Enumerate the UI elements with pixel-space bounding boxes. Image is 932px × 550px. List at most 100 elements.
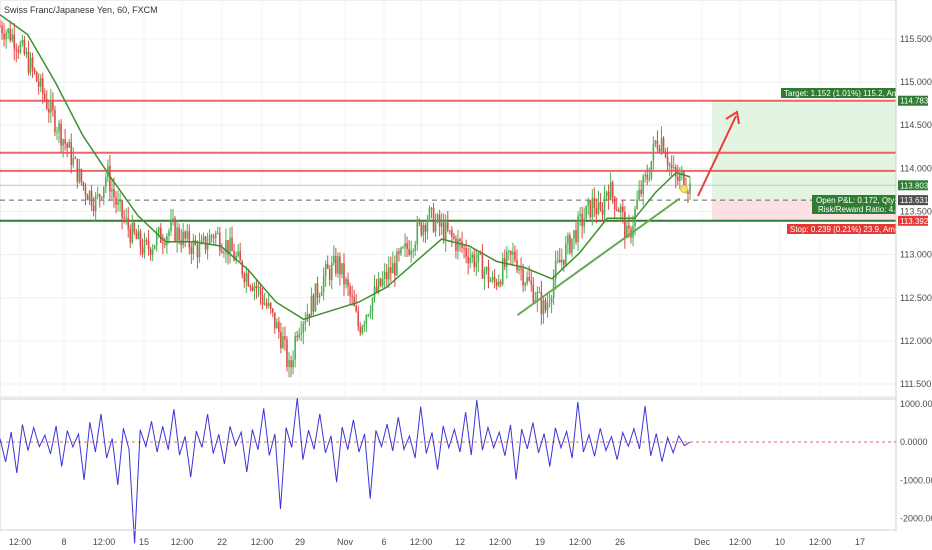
time-tick-label: 17 xyxy=(855,537,865,547)
candle-body xyxy=(125,218,127,219)
candle-body xyxy=(81,169,83,182)
time-tick-label: 10 xyxy=(775,537,785,547)
candle-body xyxy=(545,300,547,310)
candle-body xyxy=(111,189,113,191)
candle-body xyxy=(378,278,380,291)
candle-body xyxy=(457,239,459,251)
candle-body xyxy=(524,283,526,285)
candle-body xyxy=(581,214,583,227)
candle-body xyxy=(359,327,361,334)
candle-body xyxy=(406,243,408,249)
candle-body xyxy=(606,192,608,196)
oscillator-tick-label: -1000.0000 xyxy=(900,475,932,485)
candle-body xyxy=(449,230,451,231)
time-tick-label: 8 xyxy=(61,537,66,547)
price-tick-label: 112.000 xyxy=(900,336,932,346)
candle-body xyxy=(557,260,559,261)
candle-body xyxy=(296,336,298,337)
candle-body xyxy=(252,287,254,290)
candle-body xyxy=(532,284,534,302)
candle-body xyxy=(207,245,209,250)
candle-body xyxy=(349,286,351,295)
candle-body xyxy=(203,237,205,240)
candle-body xyxy=(486,267,488,271)
candle-body xyxy=(140,231,142,247)
candle-body xyxy=(18,50,20,52)
candle-body xyxy=(585,206,587,219)
candle-body xyxy=(268,303,270,306)
candle-body xyxy=(604,196,606,215)
candle-body xyxy=(478,253,480,262)
candle-body xyxy=(431,208,433,209)
candle-body xyxy=(87,195,89,200)
candle-body xyxy=(465,248,467,257)
candle-body xyxy=(530,281,532,285)
candle-body xyxy=(343,263,345,284)
candle-body xyxy=(370,312,372,314)
candle-body xyxy=(154,245,156,249)
price-tick-label: 114.500 xyxy=(900,120,932,130)
candle-body xyxy=(543,300,545,314)
time-tick-label: 19 xyxy=(535,537,545,547)
candle-body xyxy=(612,182,614,196)
candle-body xyxy=(661,138,663,151)
candle-body xyxy=(256,286,258,288)
candle-body xyxy=(598,202,600,214)
candle-body xyxy=(596,208,598,214)
candle-body xyxy=(374,287,376,298)
candle-body xyxy=(671,164,673,167)
candle-body xyxy=(20,44,22,52)
candle-body xyxy=(282,336,284,348)
candle-body xyxy=(217,233,219,234)
candle-body xyxy=(150,249,152,255)
oscillator-tick-label: 1000.0000 xyxy=(900,399,932,409)
candle-body xyxy=(561,260,563,263)
candle-body xyxy=(669,164,671,165)
candle-body xyxy=(653,144,655,161)
candle-body xyxy=(335,256,337,273)
candle-body xyxy=(272,309,274,313)
candle-body xyxy=(188,231,190,247)
candle-body xyxy=(54,110,56,132)
candle-body xyxy=(345,279,347,284)
candle-body xyxy=(117,202,119,205)
time-tick-label: 12:00 xyxy=(729,537,752,547)
candle-body xyxy=(9,29,11,41)
candle-body xyxy=(288,360,290,367)
price-tick-label: 112.500 xyxy=(900,293,932,303)
time-tick-label: 12:00 xyxy=(93,537,116,547)
candle-body xyxy=(463,248,465,249)
candle-body xyxy=(435,221,437,231)
price-tick-label: 115.000 xyxy=(900,77,932,87)
candle-body xyxy=(673,167,675,168)
candle-body xyxy=(559,260,561,263)
candle-body xyxy=(79,169,81,182)
candle-body xyxy=(262,295,264,304)
candle-body xyxy=(408,249,410,255)
candle-body xyxy=(89,191,91,200)
time-tick-label: 15 xyxy=(139,537,149,547)
candle-body xyxy=(402,247,404,248)
candle-body xyxy=(663,138,665,152)
time-tick-label: 26 xyxy=(615,537,625,547)
candle-body xyxy=(309,314,311,317)
candle-body xyxy=(170,220,172,231)
candle-body xyxy=(439,215,441,227)
candle-body xyxy=(72,158,74,165)
candle-body xyxy=(537,292,539,300)
candle-body xyxy=(46,99,48,109)
candle-body xyxy=(34,69,36,72)
candle-body xyxy=(132,223,134,243)
candle-body xyxy=(186,231,188,238)
candle-body xyxy=(60,123,62,145)
candle-body xyxy=(158,228,160,234)
candle-body xyxy=(156,233,158,245)
candle-body xyxy=(496,282,498,286)
candle-body xyxy=(1,26,3,34)
time-tick-label: 12 xyxy=(455,537,465,547)
candle-body xyxy=(148,241,150,249)
candle-body xyxy=(241,261,243,275)
price-tag-label: 113.631 xyxy=(900,196,929,205)
candle-body xyxy=(229,238,231,255)
